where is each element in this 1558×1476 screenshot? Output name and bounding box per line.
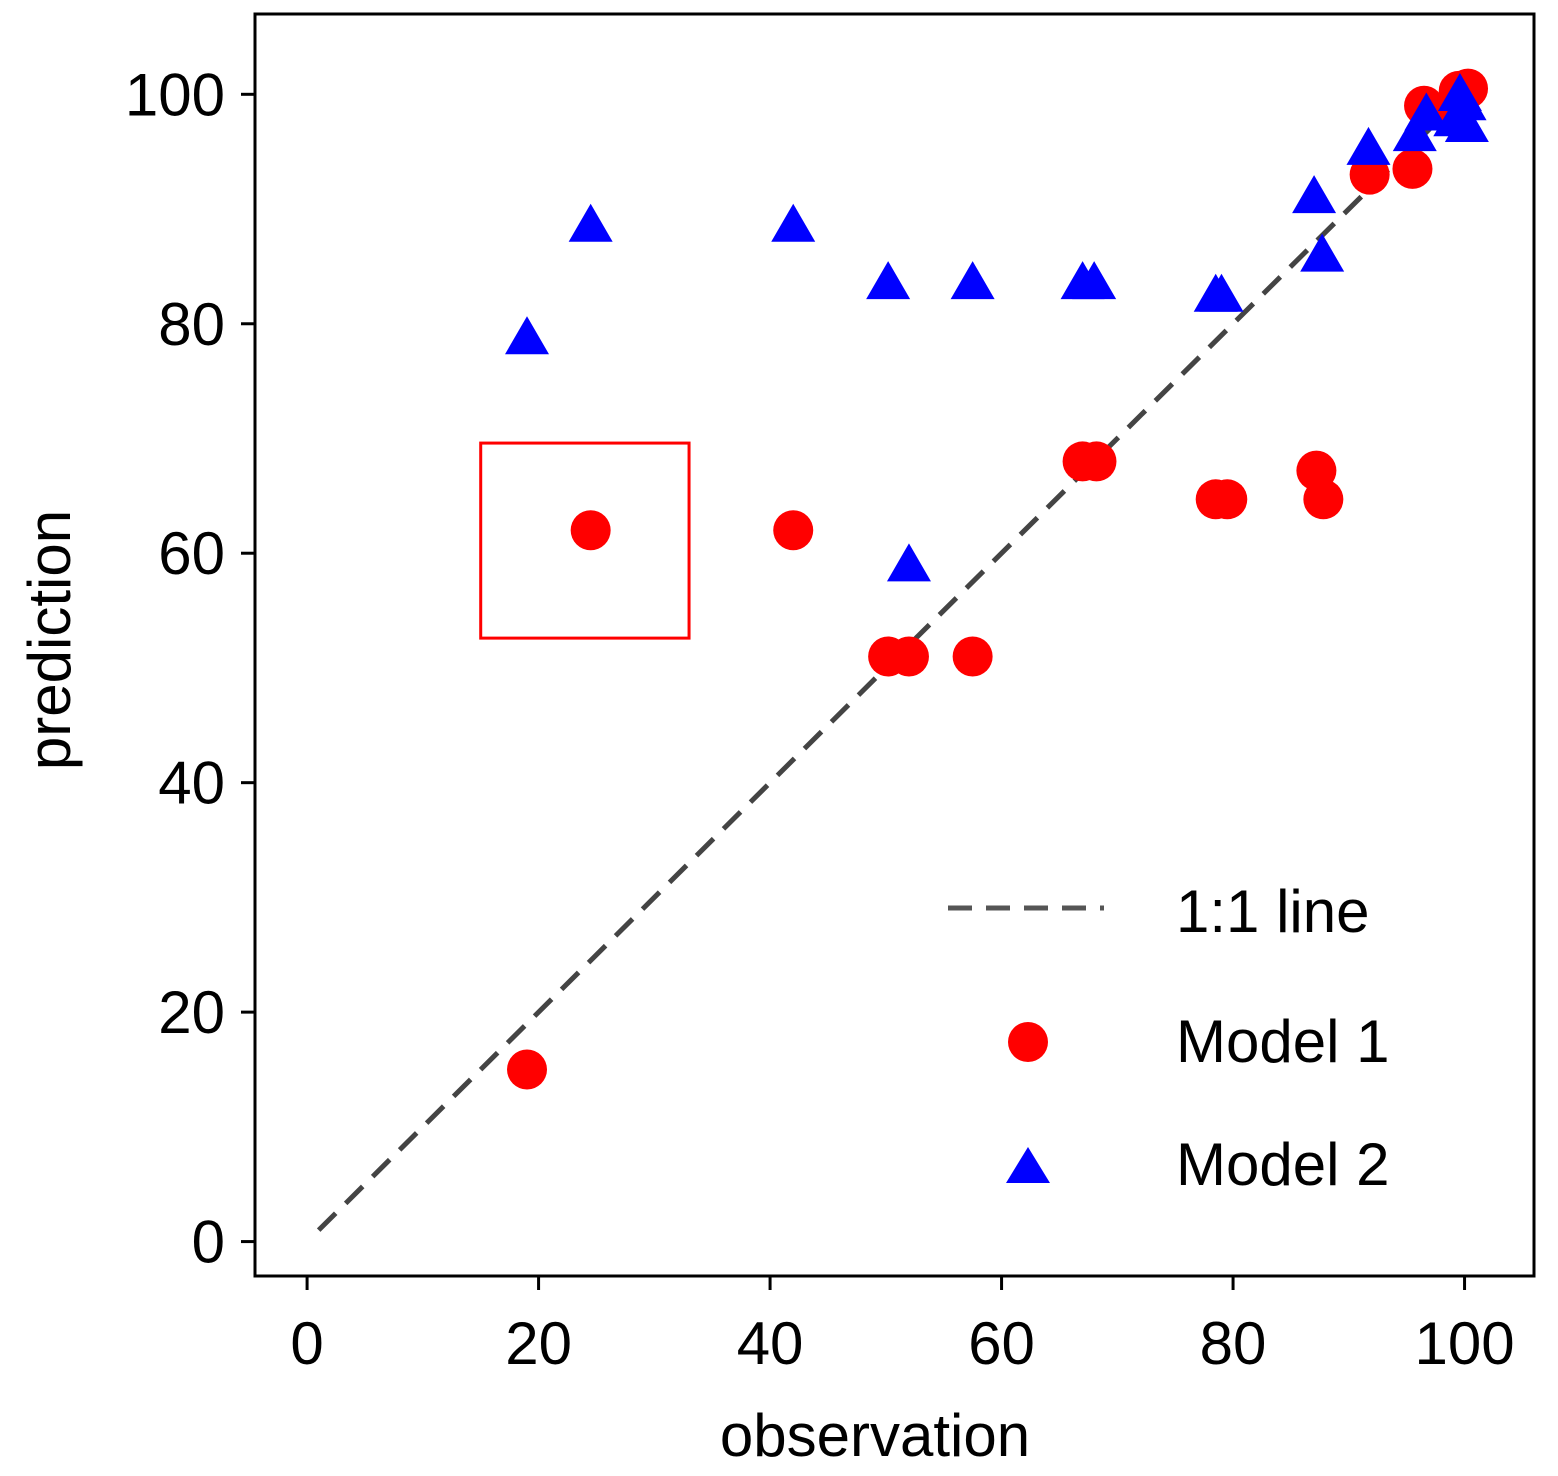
- y-tick-label: 80: [158, 291, 225, 358]
- model-2-point: [1444, 103, 1489, 142]
- legend-label-1to1-line: 1:1 line: [1176, 878, 1369, 945]
- y-axis-label: prediction: [16, 510, 83, 770]
- model-2-point: [1072, 261, 1117, 300]
- y-tick-label: 0: [192, 1209, 225, 1276]
- model-2-point: [1199, 273, 1244, 312]
- model-1-point: [888, 636, 929, 677]
- plot-frame: [253, 12, 1536, 1278]
- highlight-box: [479, 441, 691, 640]
- model-1-point: [773, 510, 814, 551]
- x-tick-label: 20: [505, 1310, 572, 1377]
- model-2-point: [1392, 113, 1437, 152]
- x-tick-label: 40: [737, 1310, 804, 1377]
- model-1-point: [507, 1049, 548, 1090]
- model-2-point: [505, 316, 550, 355]
- model-2-point: [866, 261, 911, 300]
- model-2-point: [1404, 92, 1449, 131]
- legend: 1:1 line Model 1 Model 2: [948, 878, 1389, 1198]
- model-2-point: [886, 543, 931, 582]
- x-tick-label: 0: [290, 1310, 323, 1377]
- y-tick-label: 40: [158, 750, 225, 817]
- model-1-point: [952, 636, 993, 677]
- model-1-point: [1207, 479, 1248, 520]
- model-1-point: [570, 510, 611, 551]
- points-layer: [505, 68, 1489, 1090]
- model-1-point: [1392, 148, 1433, 189]
- x-tick-label: 100: [1414, 1310, 1514, 1377]
- y-tick-label: 20: [158, 979, 225, 1046]
- x-tick-label: 80: [1200, 1310, 1267, 1377]
- legend-triangle-icon: [1006, 1147, 1050, 1183]
- model-1-point: [1303, 479, 1344, 520]
- legend-circle-icon: [1008, 1022, 1048, 1062]
- x-tick-label: 60: [968, 1310, 1035, 1377]
- legend-label-model-2: Model 2: [1176, 1131, 1389, 1198]
- model-1-point: [1076, 441, 1117, 482]
- y-tick-label: 100: [125, 61, 225, 128]
- model-2-point: [950, 261, 995, 300]
- y-tick-label: 60: [158, 520, 225, 587]
- model-2-point: [771, 203, 816, 242]
- model-2-point: [1300, 233, 1345, 272]
- highlight-layer: [479, 441, 691, 640]
- model-2-point: [568, 203, 613, 242]
- legend-label-model-1: Model 1: [1176, 1008, 1389, 1075]
- model-2-point: [1292, 175, 1337, 214]
- ticks-layer: 0 20 40 60 80 100 0 20 40 60 80 100: [125, 61, 1515, 1377]
- model-2-point: [1442, 82, 1487, 121]
- x-axis-label: observation: [720, 1402, 1030, 1469]
- model-2-point: [1346, 126, 1391, 165]
